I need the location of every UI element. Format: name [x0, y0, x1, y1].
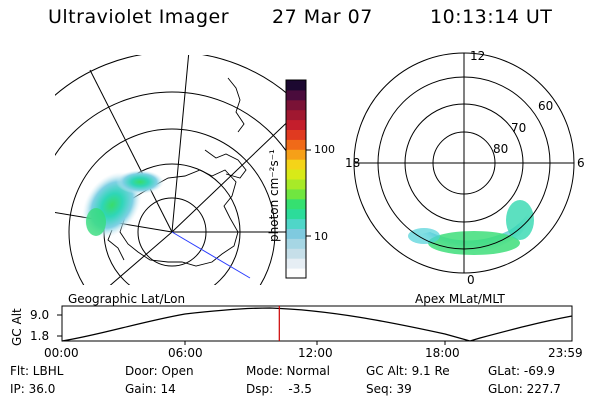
lat-label-80: 80 [493, 142, 508, 156]
colorbar-segment [286, 159, 306, 170]
ip-info: IP: 36.0 [10, 382, 56, 396]
colorbar-frame [285, 79, 307, 279]
colorbar-segment [286, 268, 306, 279]
mlt-label-18: 18 [345, 156, 360, 170]
x-tick-label: 00:00 [44, 346, 79, 360]
lat-label-60: 60 [538, 99, 553, 113]
mlt-label-6: 6 [577, 156, 585, 170]
colorbar-unit-label: photon cm⁻²s⁻¹ [267, 149, 281, 242]
colorbar-segment [286, 89, 306, 101]
x-tick-label: 12:00 [298, 346, 333, 360]
glat-info: GLat: -69.9 [488, 364, 555, 378]
colorbar-segment [286, 188, 306, 200]
colorbar-segment [286, 149, 306, 160]
colorbar-segment [286, 99, 306, 111]
colorbar: 100 10 photon cm⁻²s⁻¹ [267, 79, 335, 279]
dsp-info: Dsp: -3.5 [246, 382, 312, 396]
aurora-emission [116, 170, 164, 194]
gc-alt-info: GC Alt: 9.1 Re [366, 364, 450, 378]
coastline [119, 169, 239, 267]
meridian [89, 69, 173, 233]
geographic-map [55, 55, 290, 285]
colorbar-segment [286, 179, 306, 190]
colorbar-segment [286, 129, 306, 140]
left-map-label: Geographic Lat/Lon [68, 292, 185, 306]
y-tick-label: 9.0 [30, 308, 49, 322]
colorbar-tick-label: 10 [314, 230, 328, 243]
y-axis-label: GC Alt [10, 308, 24, 346]
right-map-label: Apex MLat/MLT [415, 292, 505, 306]
mlt-label-0: 0 [467, 273, 475, 287]
colorbar-segment [286, 169, 306, 180]
door-info: Door: Open [125, 364, 194, 378]
mlt-label-12: 12 [470, 49, 485, 63]
coastline [227, 77, 245, 133]
gain-info: Gain: 14 [125, 382, 176, 396]
colorbar-segment [286, 139, 306, 150]
colorbar-segment [286, 218, 306, 229]
colorbar-segment [286, 238, 306, 249]
aurora-oval-core [428, 231, 520, 255]
colorbar-scale [286, 80, 306, 279]
colorbar-segment [286, 80, 306, 91]
colorbar-tick-label: 100 [314, 143, 335, 156]
x-tick-label: 06:00 [168, 346, 203, 360]
colorbar-segment [286, 109, 306, 121]
colorbar-segment [286, 248, 306, 259]
y-tick-label: 1.8 [30, 329, 49, 343]
colorbar-segment [286, 119, 306, 130]
aurora-oval-core [408, 228, 440, 244]
lat-label-70: 70 [511, 121, 526, 135]
polar-mlt-plot: 12 18 6 0 60 70 80 [345, 49, 585, 287]
seq-info: Seq: 39 [366, 382, 412, 396]
altitude-curve [61, 307, 573, 342]
x-tick-label: 18:00 [425, 346, 460, 360]
aurora-oval-core [506, 200, 534, 240]
lat-circle [55, 91, 290, 158]
time-label: 10:13:14 UT [430, 6, 553, 28]
glon-info: GLon: 227.7 [488, 382, 561, 396]
x-tick-label: 23:59 [548, 346, 583, 360]
meridian [171, 118, 290, 233]
meridian [171, 55, 190, 233]
colorbar-segment [286, 258, 306, 269]
altitude-plot: 9.0 1.8 GC Alt 00:00 06:00 12:00 18:00 2… [10, 305, 583, 360]
colorbar-segment [286, 228, 306, 239]
filter-info: Flt: LBHL [10, 364, 64, 378]
meridian [109, 231, 173, 285]
date-label: 27 Mar 07 [272, 6, 373, 28]
app-title: Ultraviolet Imager [48, 6, 230, 28]
aurora-emission [86, 208, 106, 236]
mode-info: Mode: Normal [246, 364, 330, 378]
sun-direction-line [171, 231, 251, 279]
colorbar-segment [286, 198, 306, 210]
coastline [204, 149, 247, 179]
colorbar-segment [286, 208, 306, 220]
